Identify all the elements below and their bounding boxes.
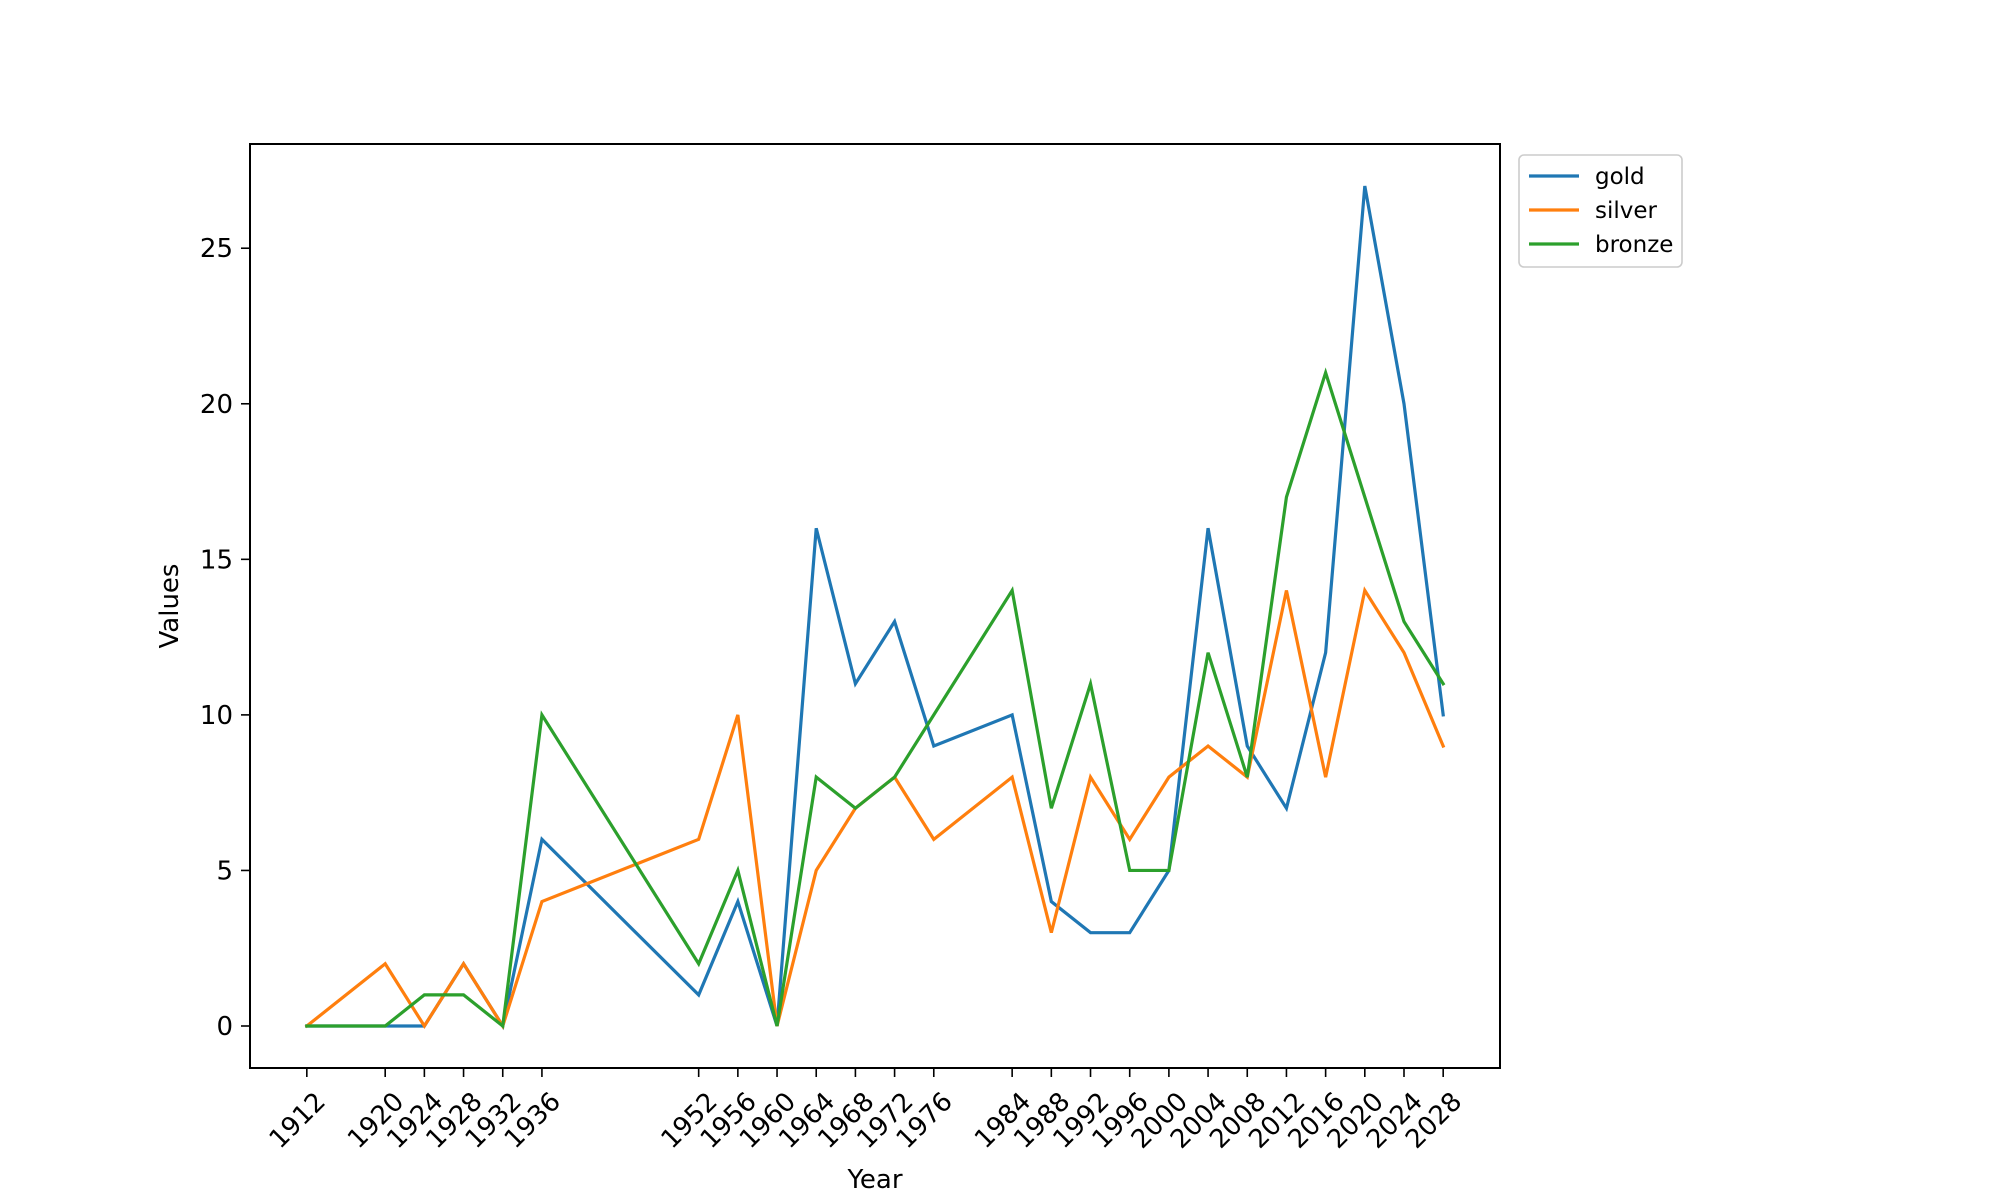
legend-label-silver: silver [1595,198,1658,224]
legend-label-gold: gold [1595,164,1645,190]
plot-lines [304,185,1446,1031]
y-tick-label: 0 [216,1012,233,1042]
y-axis: 0 5 10 15 20 25 [200,234,250,1042]
y-tick-label: 5 [216,856,233,886]
series-line-bronze [305,367,1446,1030]
series-line-silver [304,586,1446,1030]
legend-label-bronze: bronze [1595,232,1673,258]
y-tick-label: 10 [200,701,233,731]
legend-box [1518,154,1683,268]
x-axis-label: Year [846,1165,902,1195]
legend: gold silver bronze [1518,154,1683,268]
y-axis-label: Values [155,564,185,649]
y-tick-label: 25 [200,234,233,264]
x-tick-label: 1912 [264,1087,332,1155]
y-tick-label: 20 [200,390,233,420]
plot-area-frame [249,143,1501,1069]
y-tick-label: 15 [200,545,233,575]
